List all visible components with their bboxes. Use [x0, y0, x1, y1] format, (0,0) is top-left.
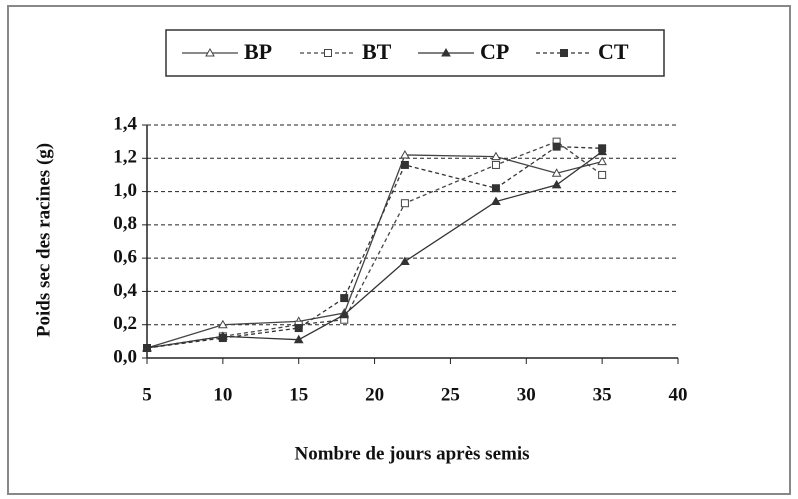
legend-box: [165, 29, 665, 77]
marker: [598, 170, 607, 179]
marker: [143, 344, 151, 353]
x-tick-label: 25: [441, 384, 460, 405]
marker: [491, 151, 501, 161]
marker: [293, 334, 304, 344]
marker: [551, 179, 562, 189]
legend-label: BP: [244, 39, 272, 64]
marker: [218, 334, 227, 343]
y-tick-label: 0,4: [113, 280, 137, 301]
legend-marker: [441, 47, 451, 57]
y-tick-label: 1,0: [113, 180, 137, 201]
x-tick-label: 35: [593, 384, 612, 405]
x-tick-label: 30: [517, 384, 536, 405]
y-tick-label: 0,8: [113, 213, 137, 234]
marker: [598, 144, 607, 153]
y-tick-label: 1,2: [113, 147, 137, 168]
marker: [217, 319, 228, 329]
series-line: [146, 154, 603, 349]
marker: [491, 184, 500, 193]
y-tick-label: 0,2: [113, 313, 137, 334]
marker: [400, 160, 409, 169]
marker: [400, 199, 409, 208]
marker: [400, 149, 410, 159]
marker: [400, 256, 410, 265]
x-tick-label: 15: [289, 384, 308, 405]
marker: [340, 294, 349, 303]
marker: [491, 196, 501, 206]
x-axis-label: Nombre de jours après semis: [294, 443, 529, 464]
frame: [7, 5, 791, 495]
legend-marker: [560, 49, 568, 57]
y-tick-label: 1,4: [113, 113, 137, 134]
marker: [597, 156, 608, 166]
legend-marker: [324, 49, 332, 57]
y-tick-label: 0,6: [113, 247, 137, 268]
x-tick-label: 5: [142, 384, 152, 405]
y-tick-label: 0,0: [113, 346, 137, 367]
y-axis-label: Poids sec des racines (g): [33, 143, 54, 337]
legend-marker: [205, 47, 215, 57]
series-line: [146, 151, 603, 349]
marker: [551, 168, 562, 177]
legend-label: CP: [480, 39, 509, 64]
marker: [294, 324, 303, 333]
marker: [552, 142, 561, 151]
x-tick-label: 20: [365, 384, 384, 405]
marker: [339, 309, 350, 319]
marker: [491, 160, 500, 169]
x-tick-label: 10: [213, 384, 232, 405]
legend-label: BT: [362, 39, 392, 64]
legend-label: CT: [598, 39, 629, 64]
series-line: [146, 145, 603, 349]
series-line: [146, 140, 603, 349]
x-tick-label: 40: [669, 384, 688, 405]
